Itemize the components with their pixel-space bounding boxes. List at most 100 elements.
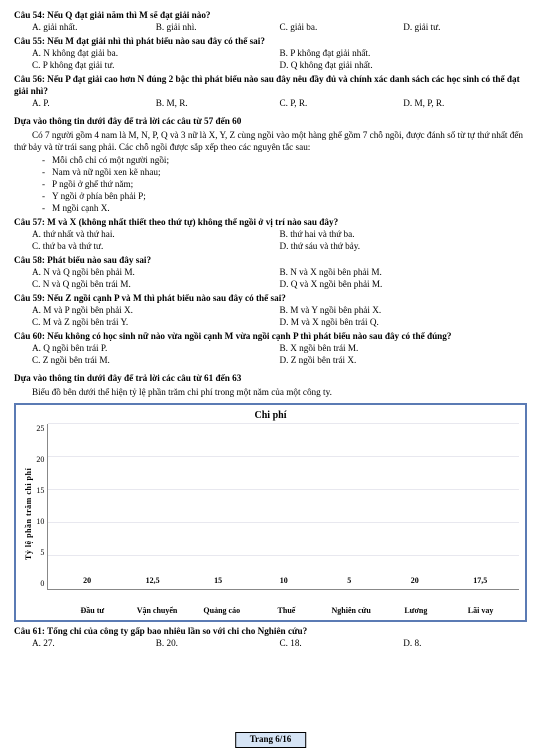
- q58-options: A. N và Q ngồi bên phải M. B. N và X ngồ…: [14, 267, 527, 291]
- chart-caption: Biểu đồ bên dưới thể hiện tỷ lệ phần tră…: [14, 387, 527, 399]
- q57-opt-a: A. thứ nhất và thứ hai.: [32, 229, 280, 241]
- q59-options: A. M và P ngồi bên phải X. B. M và Y ngồ…: [14, 305, 527, 329]
- q61-opt-a: A. 27.: [32, 638, 156, 650]
- bar-value-1: 12,5: [146, 576, 160, 586]
- xcat-2: Quảng cáo: [193, 606, 250, 616]
- q56-options: A. P. B. M, R. C. P, R. D. M, P, R.: [14, 98, 527, 110]
- bar-value-6: 17,5: [473, 576, 487, 586]
- rule-5: M ngồi cạnh X.: [42, 203, 527, 215]
- q56-stem: Câu 56: Nếu P đạt giải cao hơn N đúng 2 …: [14, 74, 520, 96]
- q58-opt-d: D. Q và X ngồi bên phải M.: [280, 279, 528, 291]
- q60-stem: Câu 60: Nếu không có học sinh nữ nào vừa…: [14, 331, 451, 341]
- q60-opt-a: A. Q ngồi bên trái P.: [32, 343, 280, 355]
- chart-bars: 20 12,5 15 10 5 20 17,5: [48, 424, 519, 589]
- q59-opt-d: D. M và X ngồi bên trái Q.: [280, 317, 528, 329]
- q56-opt-d: D. M, P, R.: [403, 98, 527, 110]
- q61-opt-d: D. 8.: [403, 638, 527, 650]
- rule-3: P ngồi ở ghế thứ năm;: [42, 179, 527, 191]
- xcat-5: Lương: [388, 606, 445, 616]
- question-59: Câu 59: Nếu Z ngồi cạnh P và M thì phát …: [14, 293, 527, 329]
- bar-value-3: 10: [280, 576, 288, 586]
- q59-opt-a: A. M và P ngồi bên phải X.: [32, 305, 280, 317]
- q60-opt-b: B. X ngồi bên trái M.: [280, 343, 528, 355]
- q57-options: A. thứ nhất và thứ hai. B. thứ hai và th…: [14, 229, 527, 253]
- bar-value-2: 15: [214, 576, 222, 586]
- bar-6: 17,5: [452, 576, 509, 588]
- q54-opt-b: B. giải nhì.: [156, 22, 280, 34]
- q54-opt-c: C. giải ba.: [280, 22, 404, 34]
- bar-1: 12,5: [124, 576, 181, 588]
- chart-plot: 20 12,5 15 10 5 20 17,5: [47, 424, 519, 590]
- bar-value-4: 5: [347, 576, 351, 586]
- chart-y-label: Tỷ lệ phần trăm chi phí: [22, 424, 36, 604]
- bar-4: 5: [321, 576, 378, 588]
- q61-options: A. 27. B. 20. C. 18. D. 8.: [14, 638, 527, 650]
- q55-options: A. N không đạt giải ba. B. P không đạt g…: [14, 48, 527, 72]
- q59-opt-b: B. M và Y ngồi bên phải X.: [280, 305, 528, 317]
- page-footer: Trang 6/16: [235, 732, 307, 748]
- xcat-0: Đầu tư: [64, 606, 121, 616]
- ytick-10: 10: [36, 517, 44, 527]
- q58-opt-a: A. N và Q ngồi bên phải M.: [32, 267, 280, 279]
- q60-options: A. Q ngồi bên trái P. B. X ngồi bên trái…: [14, 343, 527, 367]
- q54-opt-a: A. giải nhất.: [32, 22, 156, 34]
- bar-5: 20: [386, 576, 443, 588]
- rule-1: Mỗi chỗ chỉ có một người ngồi;: [42, 155, 527, 167]
- bar-3: 10: [255, 576, 312, 588]
- cost-bar-chart: Chi phí Tỷ lệ phần trăm chi phí 25 20 15…: [14, 403, 527, 622]
- chart-x-categories: Đầu tưVận chuyểnQuảng cáoThuếNghiên cứuL…: [54, 604, 519, 616]
- section-57-60-intro: Có 7 người gồm 4 nam là M, N, P, Q và 3 …: [14, 130, 527, 154]
- q54-options: A. giải nhất. B. giải nhì. C. giải ba. D…: [14, 22, 527, 34]
- q57-stem: Câu 57: M và X (không nhất thiết theo th…: [14, 217, 338, 227]
- q57-opt-d: D. thứ sáu và thứ bảy.: [280, 241, 528, 253]
- chart-area: Tỷ lệ phần trăm chi phí 25 20 15 10 5 0 …: [22, 424, 519, 604]
- q61-opt-b: B. 20.: [156, 638, 280, 650]
- xcat-1: Vận chuyển: [129, 606, 186, 616]
- bar-value-5: 20: [411, 576, 419, 586]
- q55-opt-c: C. P không đạt giải tư.: [32, 60, 280, 72]
- chart-y-axis: 25 20 15 10 5 0: [36, 424, 47, 604]
- q58-opt-b: B. N và X ngồi bên phải M.: [280, 267, 528, 279]
- question-61: Câu 61: Tổng chi của công ty gấp bao nhi…: [14, 626, 527, 650]
- q60-opt-d: D. Z ngồi bên trái X.: [280, 355, 528, 367]
- q61-opt-c: C. 18.: [280, 638, 404, 650]
- question-55: Câu 55: Nếu M đạt giải nhì thì phát biểu…: [14, 36, 527, 72]
- question-54: Câu 54: Nếu Q đạt giải năm thì M sẽ đạt …: [14, 10, 527, 34]
- q58-opt-c: C. N và Q ngồi bên trái M.: [32, 279, 280, 291]
- q57-opt-b: B. thứ hai và thứ ba.: [280, 229, 528, 241]
- xcat-6: Lãi vay: [452, 606, 509, 616]
- q54-stem: Câu 54: Nếu Q đạt giải năm thì M sẽ đạt …: [14, 10, 211, 20]
- question-56: Câu 56: Nếu P đạt giải cao hơn N đúng 2 …: [14, 74, 527, 110]
- q57-opt-c: C. thứ ba và thứ tư.: [32, 241, 280, 253]
- spacer: [22, 604, 36, 616]
- bar-value-0: 20: [83, 576, 91, 586]
- q59-opt-c: C. M và Z ngồi bên trái Y.: [32, 317, 280, 329]
- rule-2: Nam và nữ ngồi xen kẽ nhau;: [42, 167, 527, 179]
- q55-opt-b: B. P không đạt giải nhất.: [280, 48, 528, 60]
- rule-4: Y ngồi ở phía bên phải P;: [42, 191, 527, 203]
- q56-opt-b: B. M, R.: [156, 98, 280, 110]
- ytick-5: 5: [40, 548, 44, 558]
- xcat-3: Thuế: [258, 606, 315, 616]
- spacer: [36, 604, 54, 616]
- ytick-0: 0: [40, 579, 44, 589]
- q54-opt-d: D. giải tư.: [403, 22, 527, 34]
- question-57: Câu 57: M và X (không nhất thiết theo th…: [14, 217, 527, 253]
- q56-opt-a: A. P.: [32, 98, 156, 110]
- q55-stem: Câu 55: Nếu M đạt giải nhì thì phát biểu…: [14, 36, 265, 46]
- chart-title: Chi phí: [22, 409, 519, 422]
- q56-opt-c: C. P, R.: [280, 98, 404, 110]
- section-61-63-heading: Dựa vào thông tin dưới đây để trả lời cá…: [14, 373, 527, 385]
- question-58: Câu 58: Phát biểu nào sau đây sai? A. N …: [14, 255, 527, 291]
- bar-0: 20: [58, 576, 115, 588]
- seating-rules: Mỗi chỗ chỉ có một người ngồi; Nam và nữ…: [42, 155, 527, 215]
- q61-stem: Câu 61: Tổng chi của công ty gấp bao nhi…: [14, 626, 307, 636]
- chart-x-row: Đầu tưVận chuyểnQuảng cáoThuếNghiên cứuL…: [22, 604, 519, 616]
- ytick-20: 20: [36, 455, 44, 465]
- q55-opt-a: A. N không đạt giải ba.: [32, 48, 280, 60]
- ytick-25: 25: [36, 424, 44, 434]
- q59-stem: Câu 59: Nếu Z ngồi cạnh P và M thì phát …: [14, 293, 286, 303]
- q58-stem: Câu 58: Phát biểu nào sau đây sai?: [14, 255, 151, 265]
- bar-2: 15: [190, 576, 247, 588]
- section-57-60-heading: Dựa vào thông tin dưới đây để trả lời cá…: [14, 116, 527, 128]
